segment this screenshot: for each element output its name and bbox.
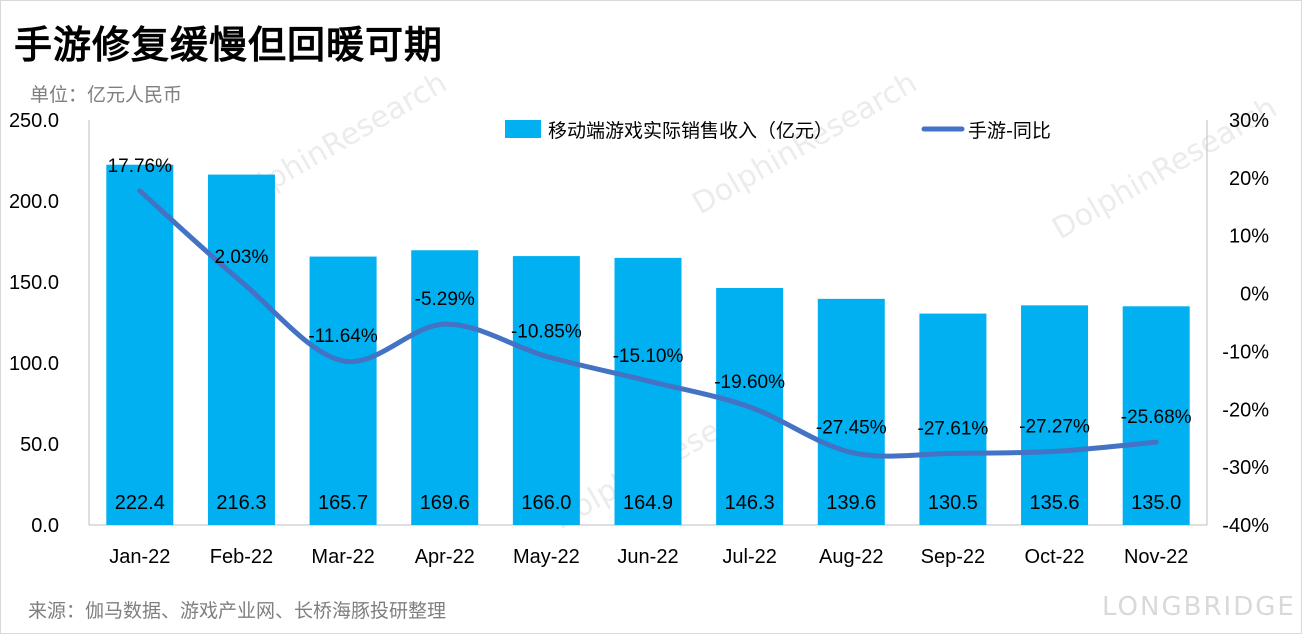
x-tick-label: Oct-22 bbox=[1025, 546, 1085, 568]
watermark-text: DolphinResearch bbox=[687, 65, 923, 222]
y-right-tick-label: 0% bbox=[1240, 284, 1269, 306]
line-value-label: -27.27% bbox=[1019, 416, 1090, 437]
brand-logo: LONGBRIDGE bbox=[1102, 592, 1296, 622]
line-value-label: -15.10% bbox=[613, 346, 684, 367]
bar bbox=[512, 256, 580, 525]
legend-bar-label: 移动端游戏实际销售收入（亿元） bbox=[548, 120, 833, 142]
bar bbox=[614, 257, 682, 525]
line-value-label: -27.45% bbox=[816, 417, 887, 438]
source-note: 来源：伽马数据、游戏产业网、长桥海豚投研整理 bbox=[28, 600, 447, 622]
x-tick-label: Nov-22 bbox=[1124, 546, 1188, 568]
legend-bar-swatch bbox=[505, 120, 541, 138]
bar-value-label: 130.5 bbox=[928, 492, 978, 514]
line-value-label: -11.64% bbox=[308, 326, 377, 347]
x-tick-label: Mar-22 bbox=[311, 546, 374, 568]
y-left-tick-label: 150.0 bbox=[9, 272, 59, 294]
bar-value-label: 222.4 bbox=[115, 492, 165, 514]
x-tick-label: Aug-22 bbox=[819, 546, 884, 568]
bar bbox=[207, 174, 275, 525]
line-value-label: -27.61% bbox=[918, 418, 989, 439]
line-value-label: 2.03% bbox=[215, 247, 269, 268]
chart-title: 手游修复缓慢但回暖可期 bbox=[14, 23, 444, 67]
bar bbox=[309, 256, 377, 525]
line-value-label: -19.60% bbox=[714, 372, 785, 393]
x-tick-label: Jan-22 bbox=[109, 546, 170, 568]
y-left-tick-label: 100.0 bbox=[9, 353, 59, 375]
bar bbox=[1021, 305, 1089, 525]
line-value-label: -5.29% bbox=[415, 289, 475, 310]
bar-value-label: 135.6 bbox=[1030, 492, 1080, 514]
y-right-tick-label: -30% bbox=[1222, 457, 1269, 479]
bar bbox=[1122, 306, 1190, 525]
bar-value-label: 164.9 bbox=[623, 492, 673, 514]
bar bbox=[411, 250, 479, 526]
y-right-tick-label: -20% bbox=[1222, 399, 1269, 421]
bar-value-label: 216.3 bbox=[216, 492, 266, 514]
bar bbox=[919, 313, 987, 525]
bar bbox=[817, 298, 885, 525]
line-value-label: -10.85% bbox=[511, 321, 582, 342]
y-right-tick-label: 30% bbox=[1229, 110, 1269, 132]
bar-value-label: 166.0 bbox=[521, 492, 571, 514]
x-tick-label: Jun-22 bbox=[617, 546, 678, 568]
bar-value-label: 165.7 bbox=[318, 492, 368, 514]
y-left-tick-label: 0.0 bbox=[31, 515, 59, 537]
legend-line-label: 手游-同比 bbox=[968, 120, 1051, 142]
x-tick-label: Apr-22 bbox=[415, 546, 475, 568]
yoy-line bbox=[137, 188, 1159, 459]
bar-value-label: 146.3 bbox=[725, 492, 775, 514]
x-tick-label: Jul-22 bbox=[722, 546, 776, 568]
line-value-label: -25.68% bbox=[1121, 407, 1192, 428]
bar-value-label: 139.6 bbox=[826, 492, 876, 514]
y-left-tick-label: 50.0 bbox=[20, 434, 59, 456]
line-value-label: 17.76% bbox=[108, 156, 173, 177]
y-right-tick-label: 20% bbox=[1229, 168, 1269, 190]
y-right-tick-label: 10% bbox=[1229, 226, 1269, 248]
x-tick-label: Sep-22 bbox=[921, 546, 986, 568]
y-right-tick-label: -40% bbox=[1222, 515, 1269, 537]
x-tick-label: Feb-22 bbox=[210, 546, 273, 568]
y-left-tick-label: 250.0 bbox=[9, 110, 59, 132]
x-tick-label: May-22 bbox=[513, 546, 580, 568]
bar bbox=[106, 164, 174, 525]
y-left-tick-label: 200.0 bbox=[9, 191, 59, 213]
y-right-tick-label: -10% bbox=[1222, 341, 1269, 363]
bar-value-label: 169.6 bbox=[420, 492, 470, 514]
bar-value-label: 135.0 bbox=[1131, 492, 1181, 514]
unit-label: 单位：亿元人民币 bbox=[30, 84, 183, 106]
